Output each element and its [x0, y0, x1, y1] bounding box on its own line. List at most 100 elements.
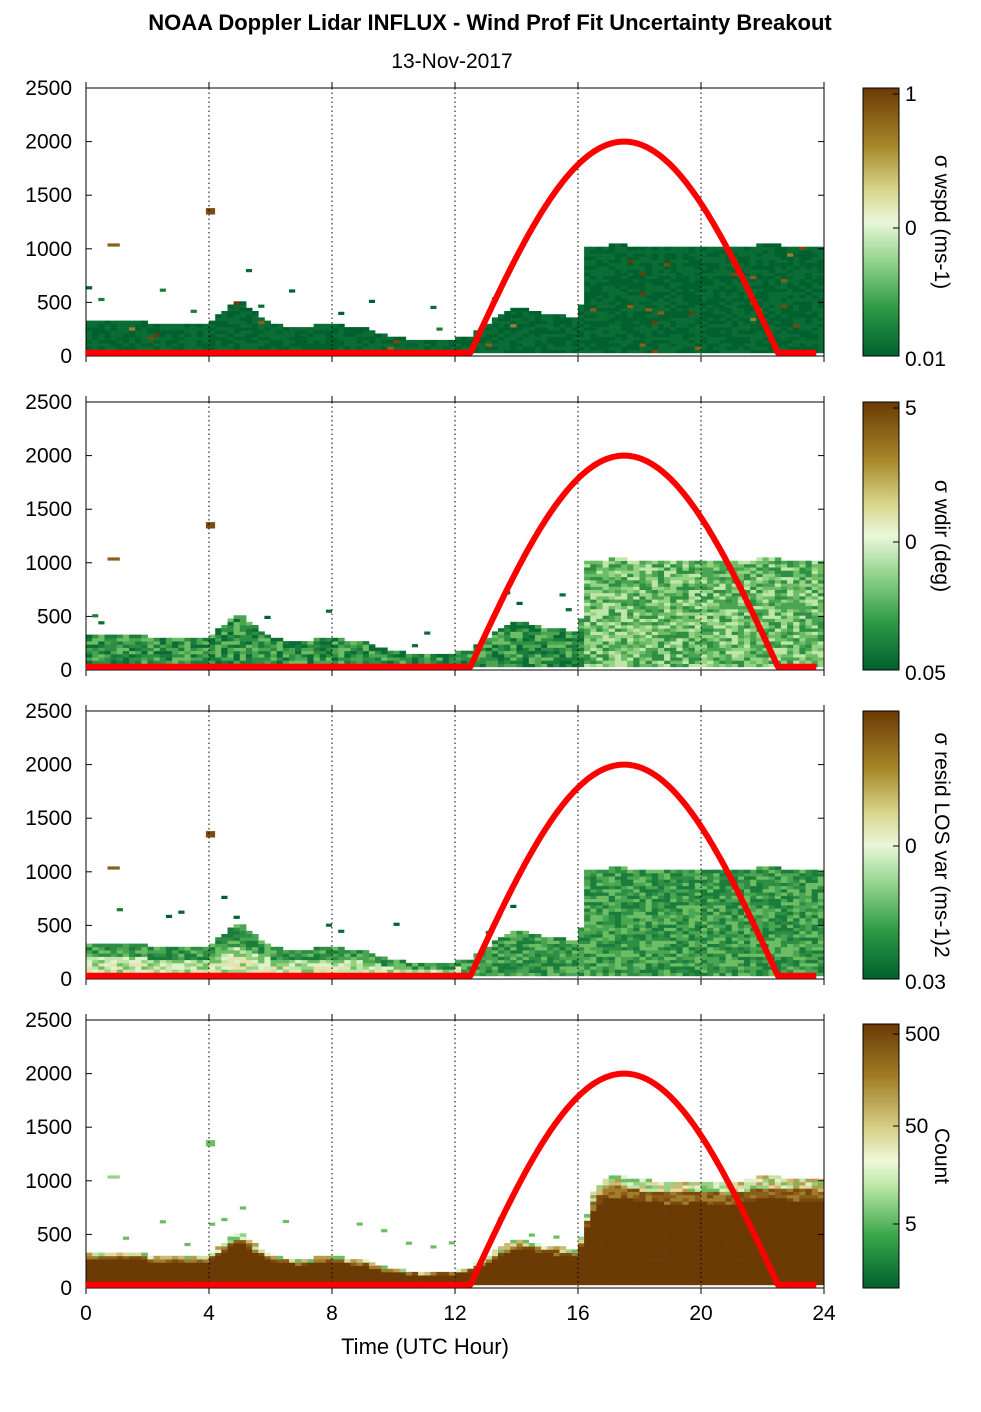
heatmap-cell: [245, 634, 253, 639]
heatmap-cell: [578, 647, 585, 652]
heatmap-cell: [215, 953, 222, 957]
heatmap-cell: [215, 653, 222, 658]
heatmap-cell: [239, 336, 247, 341]
heatmap-cell: [805, 288, 812, 293]
heatmap-cell: [332, 650, 339, 655]
heatmap-cell: [418, 657, 425, 661]
heatmap-cell: [485, 647, 493, 652]
heatmap-cell: [541, 959, 548, 964]
heatmap-cell: [774, 586, 782, 590]
heatmap-cell: [627, 294, 634, 299]
heatmap-cell: [332, 647, 339, 652]
heatmap-cell: [252, 641, 259, 645]
heatmap-cell: [424, 962, 431, 967]
heatmap-cell: [110, 333, 118, 338]
heatmap-cell: [774, 634, 782, 639]
heatmap-cell: [209, 969, 216, 973]
heatmap-cell: [651, 253, 659, 257]
heatmap-cell: [590, 644, 597, 648]
heatmap-cell: [694, 339, 702, 344]
heatmap-cell: [239, 301, 247, 305]
heatmap-cell: [750, 567, 757, 571]
heatmap-cell: [584, 249, 591, 254]
heatmap-cell: [553, 314, 560, 318]
heatmap-cell: [744, 275, 751, 280]
heatmap-cell: [694, 259, 702, 264]
heatmap-cell: [571, 650, 579, 655]
heatmap-cell: [129, 346, 136, 350]
heatmap-cell: [362, 336, 370, 341]
heatmap-cell: [811, 288, 819, 293]
heatmap-cell: [553, 634, 560, 639]
heatmap-cell: [467, 339, 474, 344]
heatmap-cell: [233, 966, 241, 970]
heatmap-cell: [627, 282, 634, 286]
heatmap-cell: [817, 298, 825, 302]
heatmap-cell: [504, 327, 511, 331]
heatmap-cell: [719, 336, 726, 341]
heatmap-cell: [565, 972, 573, 977]
heatmap-cell: [159, 950, 167, 954]
heatmap-cell: [670, 605, 677, 610]
heatmap-cell: [811, 346, 819, 350]
heatmap-cell: [584, 298, 591, 302]
heatmap-cell: [744, 346, 751, 350]
heatmap-cell: [750, 628, 757, 632]
heatmap-cell: [676, 586, 683, 590]
heatmap-cell: [534, 628, 542, 632]
heatmap-cell: [590, 282, 597, 286]
heatmap-cell: [707, 330, 714, 334]
heatmap-cell: [731, 269, 739, 273]
heatmap-cell: [762, 304, 769, 309]
heatmap-cell: [774, 266, 782, 270]
heatmap-cell: [657, 282, 665, 286]
heatmap-cell: [565, 641, 573, 645]
heatmap-cell: [768, 323, 776, 328]
heatmap-cell: [639, 634, 646, 639]
heatmap-cell: [633, 330, 640, 334]
heatmap-cell: [682, 320, 689, 325]
heatmap-cell: [436, 660, 443, 664]
heatmap-cell: [737, 282, 745, 286]
heatmap-cell: [221, 650, 228, 655]
heatmap-cell: [596, 249, 603, 254]
heatmap-cell: [184, 959, 191, 964]
heatmap-cell: [129, 946, 136, 951]
heatmap-cell: [110, 657, 118, 661]
heatmap-cell: [178, 641, 185, 645]
heatmap-cell: [645, 349, 653, 354]
heatmap-cell: [86, 956, 93, 961]
heatmap-cell: [510, 333, 517, 338]
heatmap-cell: [817, 333, 825, 338]
heatmap-cell: [633, 586, 640, 590]
heatmap-cell: [98, 647, 105, 652]
heatmap-cell: [547, 940, 554, 944]
heatmap-cell: [172, 333, 179, 338]
heatmap-cell: [596, 285, 603, 289]
heatmap-cell: [270, 653, 277, 658]
heatmap-cell: [682, 631, 689, 635]
heatmap-cell: [787, 618, 794, 623]
heatmap-cell: [319, 946, 327, 951]
heatmap-cell: [485, 660, 493, 664]
heatmap-cell: [98, 943, 105, 948]
heatmap-cell: [645, 336, 653, 341]
heatmap-cell: [596, 298, 603, 302]
heatmap-cell: [135, 323, 142, 328]
heatmap-cell: [694, 317, 702, 321]
y-tick-label: 0: [60, 659, 72, 682]
heatmap-cell: [510, 637, 517, 642]
heatmap-cell: [578, 618, 585, 623]
heatmap-cell: [707, 612, 714, 616]
heatmap-cell: [657, 650, 665, 655]
heatmap-cell: [614, 596, 622, 600]
heatmap-cell: [676, 333, 683, 338]
heatmap-cell: [670, 583, 677, 587]
heatmap-cell: [682, 618, 689, 623]
heatmap-cell: [516, 962, 523, 967]
heatmap-cell: [135, 333, 142, 338]
heatmap-cell: [614, 560, 622, 565]
heatmap-cell: [504, 339, 511, 344]
heatmap-cell: [534, 317, 542, 321]
